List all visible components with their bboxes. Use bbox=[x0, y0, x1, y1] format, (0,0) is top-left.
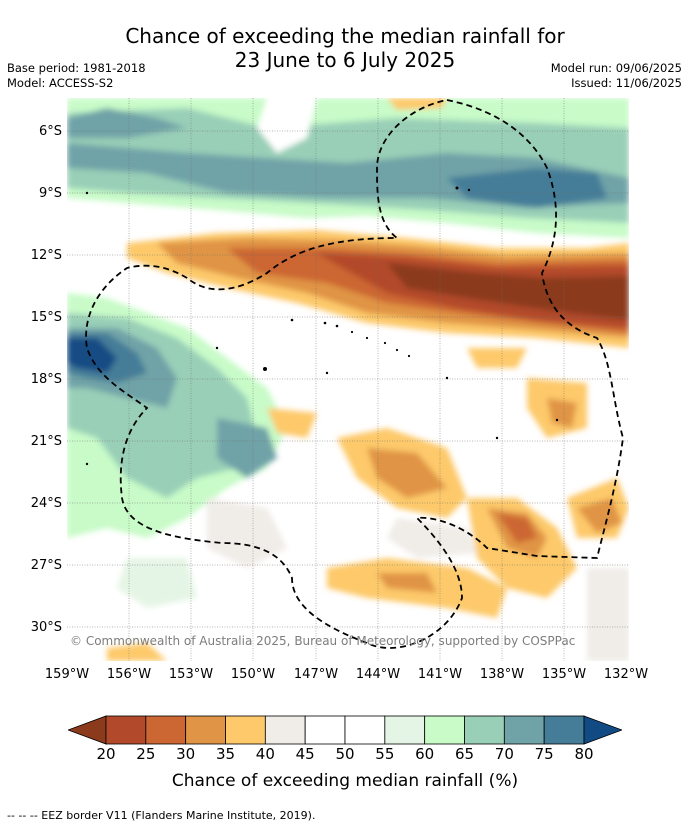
lat-label: 12°S bbox=[30, 248, 62, 263]
map-title-line2: 23 June to 6 July 2025 bbox=[234, 48, 456, 72]
lat-label: 18°S bbox=[30, 372, 62, 387]
meta-left: Base period: 1981-2018 Model: ACCESS-S2 bbox=[7, 61, 146, 91]
lon-label: 159°W bbox=[44, 667, 90, 682]
colorbar-tick-label: 35 bbox=[215, 745, 236, 763]
lat-label: 15°S bbox=[30, 310, 62, 325]
base-period-text: Base period: 1981-2018 bbox=[7, 61, 146, 75]
colorbar-swatch bbox=[105, 715, 147, 745]
colorbar-extend-high bbox=[583, 715, 622, 745]
lat-label: 21°S bbox=[30, 434, 62, 449]
colorbar-tick-label: 25 bbox=[136, 745, 156, 763]
colorbar-tick-label: 70 bbox=[494, 745, 514, 763]
colorbar-tick-label: 80 bbox=[574, 745, 594, 763]
map-field bbox=[67, 98, 629, 661]
map-title-line1: Chance of exceeding the median rainfall … bbox=[125, 24, 565, 48]
meta-right: Model run: 09/06/2025 Issued: 11/06/2025 bbox=[551, 61, 682, 91]
lon-label: 147°W bbox=[293, 667, 339, 682]
lon-label: 156°W bbox=[106, 667, 152, 682]
colorbar-label: Chance of exceeding median rainfall (%) bbox=[171, 771, 519, 791]
model-text: Model: ACCESS-S2 bbox=[7, 76, 114, 90]
lon-label: 141°W bbox=[417, 667, 463, 682]
lon-label: 135°W bbox=[541, 667, 587, 682]
colorbar-swatch bbox=[344, 715, 386, 745]
colorbar-tick-label: 55 bbox=[375, 745, 395, 763]
colorbar-tick-label: 40 bbox=[255, 745, 275, 763]
eez-border bbox=[85, 99, 624, 649]
lon-label: 150°W bbox=[230, 667, 276, 682]
rainfall-map: © Commonwealth of Australia 2025, Bureau… bbox=[67, 98, 629, 661]
colorbar-tick-label: 20 bbox=[96, 745, 116, 763]
lon-label: 132°W bbox=[603, 667, 649, 682]
probability-shading bbox=[67, 98, 629, 661]
lon-label: 138°W bbox=[479, 667, 525, 682]
model-run-text: Model run: 09/06/2025 bbox=[550, 61, 682, 75]
lat-label: 30°S bbox=[30, 620, 62, 635]
colorbar-tick-label: 30 bbox=[176, 745, 196, 763]
colorbar-swatch bbox=[304, 715, 346, 745]
graticule bbox=[67, 98, 629, 661]
colorbar-swatch bbox=[503, 715, 545, 745]
colorbar bbox=[68, 715, 622, 745]
colorbar-tick-label: 75 bbox=[534, 745, 554, 763]
lon-label: 153°W bbox=[168, 667, 214, 682]
eez-footer-note: -- -- -- EEZ border V11 (Flanders Marine… bbox=[7, 809, 316, 822]
colorbar-swatch bbox=[424, 715, 465, 745]
lat-label: 27°S bbox=[30, 558, 62, 573]
lat-label: 24°S bbox=[30, 496, 62, 511]
copyright-text: © Commonwealth of Australia 2025, Bureau… bbox=[70, 634, 576, 648]
colorbar-swatch bbox=[264, 715, 306, 745]
colorbar-tick-label: 50 bbox=[335, 745, 355, 763]
colorbar-tick-label: 60 bbox=[415, 745, 435, 763]
colorbar-tick-label: 65 bbox=[454, 745, 475, 763]
lat-label: 6°S bbox=[38, 124, 62, 139]
issued-text: Issued: 11/06/2025 bbox=[571, 76, 682, 90]
colorbar-swatch bbox=[185, 715, 226, 745]
colorbar-swatch bbox=[225, 715, 266, 745]
islands bbox=[85, 186, 559, 466]
colorbar-extend-low bbox=[68, 715, 107, 745]
colorbar-tick-label: 45 bbox=[295, 745, 315, 763]
lon-label: 144°W bbox=[355, 667, 401, 682]
colorbar-swatch bbox=[384, 715, 426, 745]
colorbar-swatch bbox=[464, 715, 505, 745]
lat-label: 9°S bbox=[38, 186, 62, 201]
colorbar-swatch bbox=[145, 715, 187, 745]
colorbar-swatch bbox=[543, 715, 585, 745]
